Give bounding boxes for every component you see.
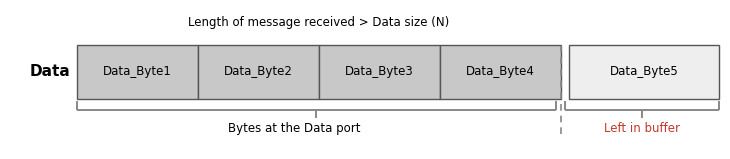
Text: Left in buffer: Left in buffer bbox=[604, 122, 680, 135]
Text: Data_Byte1: Data_Byte1 bbox=[103, 65, 172, 78]
Bar bbox=[77, 45, 198, 99]
Bar bbox=[439, 45, 561, 99]
Text: Data_Byte3: Data_Byte3 bbox=[345, 65, 413, 78]
Text: Bytes at the Data port: Bytes at the Data port bbox=[228, 122, 361, 135]
Bar bbox=[318, 45, 439, 99]
Bar bbox=[569, 45, 719, 99]
Text: Data_Byte2: Data_Byte2 bbox=[223, 65, 293, 78]
Text: Length of message received > Data size (N): Length of message received > Data size (… bbox=[188, 16, 449, 29]
Bar bbox=[198, 45, 318, 99]
Text: Data_Byte5: Data_Byte5 bbox=[610, 65, 679, 78]
Text: Data_Byte4: Data_Byte4 bbox=[466, 65, 534, 78]
Text: Data: Data bbox=[30, 64, 71, 79]
